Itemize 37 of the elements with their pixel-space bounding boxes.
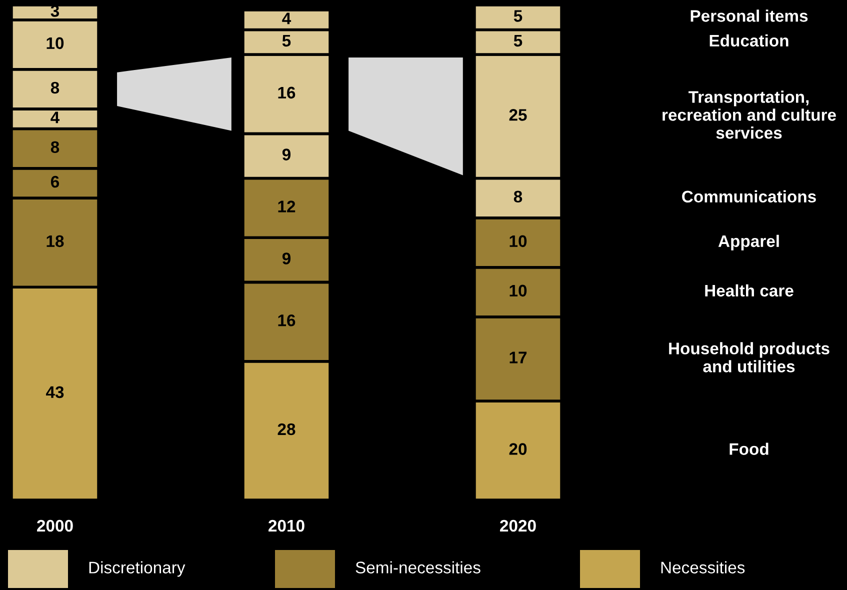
text: Transportation, recreation and culture services [662,90,836,139]
data-label: 10 [510,235,527,248]
data-label: 20 [509,443,527,455]
data-label: 17 [510,352,527,364]
data-label: 5 [514,10,522,22]
data-label: 43 [46,386,64,398]
text: Food [730,442,768,455]
text: Education [710,34,788,47]
text: Apparel [718,234,779,250]
x-tick-label: 2000 [37,520,73,532]
data-label: 16 [278,314,296,326]
data-label: 8 [50,141,60,154]
data-label: 28 [278,423,296,436]
data-label: 8 [514,190,522,203]
data-label: 4 [50,112,60,124]
text: Necessities [661,561,745,574]
text: Communications [682,190,816,203]
data-label: 8 [50,82,60,94]
data-label: 9 [282,148,291,160]
data-label: 16 [278,86,296,99]
x-tick-label: 2010 [268,520,304,532]
data-label: 25 [509,109,527,121]
data-label: 18 [46,235,64,248]
data-label: 5 [282,34,291,47]
text: Household products and utilities [669,342,830,372]
data-label: 10 [46,37,64,50]
data-label: 12 [278,200,296,212]
text: Health care [705,284,794,297]
text: Semi-necessities [356,561,480,574]
data-label: 6 [50,176,60,188]
text: Discretionary [89,561,186,577]
x-tick-label: 2020 [500,520,536,532]
data-label: 9 [282,252,291,264]
data-label: 4 [282,12,292,24]
data-label: 5 [514,34,522,47]
data-label: 10 [510,284,527,297]
text: Personal items [690,10,808,22]
